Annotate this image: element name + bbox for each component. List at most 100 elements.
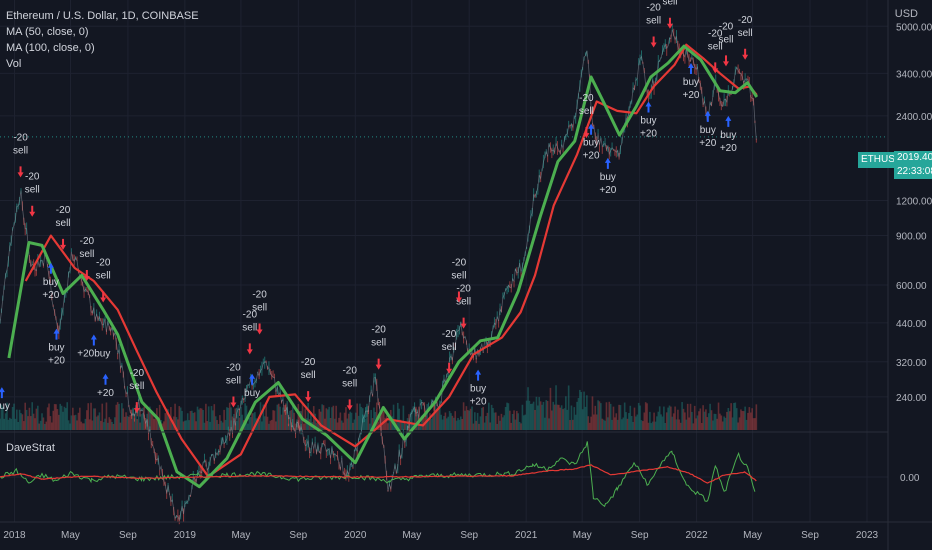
volume-bar — [227, 407, 230, 430]
volume-bar — [192, 412, 195, 430]
volume-bar — [333, 418, 336, 430]
volume-bar — [31, 402, 34, 430]
volume-bar — [237, 414, 239, 430]
volume-bar — [387, 423, 389, 430]
volume-bar — [623, 402, 626, 430]
sell-label: sell — [129, 381, 144, 392]
volume-bar — [572, 419, 574, 430]
volume-bar — [573, 407, 576, 430]
symbol-title[interactable]: Ethereum / U.S. Dollar, 1D, COINBASE — [6, 10, 199, 22]
volume-bar — [653, 412, 655, 430]
volume-bar — [375, 402, 378, 430]
volume-bar — [535, 396, 538, 430]
volume-bar — [205, 403, 207, 430]
volume-bar — [727, 408, 730, 430]
volume-bar — [321, 404, 323, 430]
volume-bar — [483, 422, 486, 430]
sell-label: sell — [646, 16, 661, 27]
volume-bar — [567, 385, 570, 430]
volume-bar — [738, 417, 741, 430]
ma50-legend[interactable]: MA (50, close, 0) — [6, 26, 89, 38]
volume-bar — [503, 415, 506, 430]
volume-bar — [317, 420, 319, 430]
volume-bar — [44, 423, 46, 430]
sell-arrow-icon — [346, 399, 353, 411]
volume-bar — [90, 402, 92, 430]
buy-label: +20 — [48, 356, 65, 367]
volume-bar — [276, 404, 279, 430]
volume-bar — [551, 410, 553, 430]
volume-bar — [754, 418, 756, 430]
sell-label: sell — [451, 271, 466, 282]
volume-bar — [284, 403, 287, 430]
sell-arrow-icon — [230, 396, 237, 408]
volume-bar — [95, 416, 98, 430]
volume-legend[interactable]: Vol — [6, 58, 22, 70]
volume-bar — [14, 418, 17, 430]
volume-bar — [474, 412, 476, 430]
buy-label: buy — [720, 130, 736, 141]
volume-bar — [297, 404, 300, 430]
sell-label: sell — [662, 0, 677, 8]
volume-bar — [357, 415, 360, 430]
time-axis[interactable]: 2018 May Sep 2019 May Sep 2020 May Sep 2021 May Sep… — [3, 530, 878, 541]
ma100-legend[interactable]: MA (100, close, 0) — [6, 42, 95, 54]
volume-bar — [744, 406, 746, 430]
sell-label: -20 — [456, 284, 471, 295]
volume-bar — [667, 407, 669, 430]
volume-bar — [647, 422, 650, 430]
volume-bar — [437, 409, 440, 430]
buy-arrow-icon — [475, 369, 482, 381]
volume-bar — [688, 417, 690, 430]
volume-bar — [277, 403, 280, 430]
volume-bar — [196, 406, 199, 430]
volume-bar — [370, 409, 372, 430]
volume-bar — [649, 411, 651, 430]
volume-bar — [431, 414, 434, 430]
indicator-series — [0, 441, 757, 508]
volume-bar — [359, 403, 361, 430]
sell-label: -20 — [13, 132, 28, 143]
volume-bar — [716, 418, 718, 430]
volume-bar — [560, 405, 563, 430]
x-tick-label: 2019 — [174, 530, 197, 541]
volume-bar — [318, 409, 321, 430]
volume-bar — [532, 401, 535, 430]
buy-label: +20 — [97, 388, 114, 399]
volume-bar — [444, 412, 447, 430]
sell-arrow-icon — [446, 362, 453, 374]
volume-bar — [406, 418, 409, 430]
volume-bar — [290, 410, 293, 430]
volume-bar — [675, 419, 678, 430]
indicator-fast-line — [0, 441, 756, 508]
volume-bar — [147, 408, 150, 430]
volume-bar — [625, 412, 627, 430]
buy-label: buy — [700, 125, 716, 136]
buy-arrow-icon — [604, 157, 611, 169]
volume-bar — [595, 414, 598, 430]
volume-bar — [294, 423, 297, 430]
volume-bar — [614, 417, 616, 430]
volume-bar — [481, 407, 483, 430]
volume-bar — [289, 422, 291, 430]
volume-bar — [287, 423, 290, 430]
sell-label: sell — [718, 34, 733, 45]
volume-bar — [191, 410, 193, 430]
indicator-title[interactable]: DaveStrat — [6, 442, 55, 454]
volume-bar — [608, 401, 611, 430]
sell-label: sell — [242, 322, 257, 333]
volume-bar — [275, 421, 277, 430]
price-axis[interactable]: 5000.00 3400.00 2400.00 1200.00 900.00 600.00… — [896, 22, 932, 484]
volume-bar — [27, 416, 29, 430]
volume-bar — [165, 408, 168, 430]
volume-bar — [11, 406, 14, 430]
volume-bar — [748, 407, 751, 430]
ind-tick-label: 0.00 — [900, 473, 920, 484]
volume-bar — [382, 411, 385, 430]
bar-countdown: 22:33:08 — [894, 165, 932, 179]
volume-bar — [478, 423, 480, 430]
volume-bar — [451, 415, 454, 430]
volume-bar — [733, 403, 735, 430]
volume-bar — [559, 407, 562, 430]
